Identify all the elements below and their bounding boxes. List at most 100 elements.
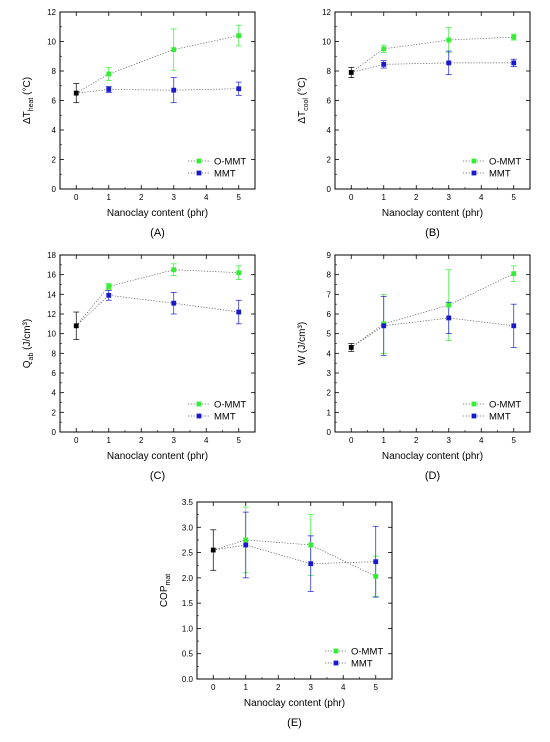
chart-svg: 0 1 2 3 4 5 0 1 2 3 4 5 6 7 8 9 Nanoclay content (phr) W … bbox=[297, 251, 531, 482]
x-tick-label: 5 bbox=[237, 193, 242, 202]
o-mmt-point bbox=[511, 34, 517, 40]
mmt-series-line bbox=[76, 88, 239, 94]
y-tick-label: 0.5 bbox=[182, 650, 194, 659]
x-tick-label: 3 bbox=[172, 436, 177, 445]
y-axis-label: ΔTcool (°C) bbox=[297, 77, 310, 123]
y-tick-label: 16 bbox=[47, 271, 56, 280]
panel-label: (C) bbox=[150, 470, 165, 482]
o-mmt-series-line bbox=[213, 539, 376, 577]
o-mmt-point bbox=[511, 271, 517, 277]
y-tick-label: 10 bbox=[47, 38, 56, 47]
y-tick-label: 10 bbox=[322, 38, 331, 47]
y-tick-label: 12 bbox=[47, 8, 56, 17]
y-tick-label: 2 bbox=[52, 156, 57, 165]
y-tick-label: 4 bbox=[52, 126, 57, 135]
x-tick-label: 5 bbox=[512, 436, 517, 445]
y-axis-label: COPmat bbox=[159, 574, 172, 607]
legend-label-o-mmt: O-MMT bbox=[489, 157, 521, 168]
o-mmt-point bbox=[446, 302, 452, 308]
y-tick-label: 2.0 bbox=[182, 574, 194, 583]
y-tick-label: 3.0 bbox=[182, 523, 194, 532]
o-mmt-point bbox=[106, 284, 112, 289]
x-tick-label: 5 bbox=[237, 436, 242, 445]
legend-label-o-mmt: O-MMT bbox=[214, 400, 246, 411]
y-tick-label: 0 bbox=[327, 428, 332, 437]
legend-label-o-mmt: O-MMT bbox=[351, 647, 383, 658]
y-tick-label: 12 bbox=[322, 8, 331, 17]
x-tick-label: 1 bbox=[382, 436, 387, 445]
y-tick-label: 6 bbox=[327, 97, 332, 106]
x-tick-label: 4 bbox=[204, 436, 209, 445]
mmt-point bbox=[511, 60, 517, 66]
y-tick-label: 1.0 bbox=[182, 624, 194, 633]
control-point bbox=[73, 90, 79, 96]
x-tick-label: 1 bbox=[244, 683, 249, 692]
o-mmt-point bbox=[373, 573, 379, 579]
mmt-series-line bbox=[351, 62, 514, 73]
x-tick-label: 0 bbox=[74, 193, 79, 202]
x-tick-label: 4 bbox=[479, 193, 484, 202]
x-tick-label: 5 bbox=[512, 193, 517, 202]
y-tick-label: 0 bbox=[52, 428, 57, 437]
x-tick-label: 0 bbox=[349, 193, 354, 202]
mmt-point bbox=[236, 86, 242, 92]
legend-label-o-mmt: O-MMT bbox=[489, 400, 521, 411]
y-tick-label: 0.0 bbox=[182, 675, 194, 684]
y-tick-label: 14 bbox=[47, 290, 56, 299]
y-tick-label: 0 bbox=[327, 185, 332, 194]
legend-marker-o-mmt bbox=[471, 158, 477, 164]
x-tick-label: 2 bbox=[276, 683, 281, 692]
y-tick-label: 12 bbox=[47, 310, 56, 319]
y-tick-label: 0 bbox=[52, 185, 57, 194]
x-tick-label: 1 bbox=[382, 193, 387, 202]
legend-marker-o-mmt bbox=[333, 648, 339, 654]
x-tick-label: 2 bbox=[414, 436, 419, 445]
control-point bbox=[348, 70, 354, 75]
mmt-point bbox=[373, 559, 379, 565]
y-tick-label: 2 bbox=[327, 156, 332, 165]
o-mmt-point bbox=[236, 33, 242, 38]
o-mmt-point bbox=[171, 47, 177, 53]
y-tick-label: 8 bbox=[52, 349, 57, 358]
x-tick-label: 2 bbox=[414, 193, 419, 202]
y-tick-label: 6 bbox=[52, 369, 57, 378]
x-tick-label: 2 bbox=[139, 436, 144, 445]
chart-panel-d: 0 1 2 3 4 5 0 1 2 3 4 5 6 7 8 9 Nanoclay content (phr) W … bbox=[275, 243, 550, 489]
y-axis-label: ΔTheat (°C) bbox=[22, 77, 35, 124]
o-mmt-point bbox=[308, 542, 314, 548]
y-axis-label: Qab (J/cm³) bbox=[22, 319, 35, 368]
control-point bbox=[348, 345, 354, 350]
chart-panel-b: 0 1 2 3 4 5 0 2 4 6 8 10 12 Nanoclay content (phr) ΔTc… bbox=[275, 0, 550, 246]
x-tick-label: 4 bbox=[204, 193, 209, 202]
x-tick-label: 0 bbox=[349, 436, 354, 445]
x-tick-label: 3 bbox=[447, 436, 452, 445]
o-mmt-point bbox=[243, 537, 249, 543]
mmt-point bbox=[381, 61, 387, 67]
chart-svg: 0 1 2 3 4 5 0.0 0.5 1.0 1.5 2.0 2.5 3.0 3.5 Nanoclay c… bbox=[159, 498, 393, 729]
y-tick-label: 10 bbox=[47, 330, 56, 339]
control-point bbox=[210, 547, 216, 553]
y-tick-label: 3.5 bbox=[182, 498, 194, 507]
y-tick-label: 9 bbox=[327, 251, 332, 260]
y-tick-label: 2 bbox=[327, 389, 332, 398]
o-mmt-point bbox=[106, 71, 112, 77]
y-tick-label: 4 bbox=[52, 389, 57, 398]
chart-panel-e: 0 1 2 3 4 5 0.0 0.5 1.0 1.5 2.0 2.5 3.0 3.5 Nanoclay c… bbox=[137, 490, 412, 736]
mmt-series-line bbox=[76, 294, 239, 327]
legend-marker-mmt bbox=[196, 170, 202, 176]
mmt-point bbox=[511, 323, 517, 329]
x-tick-label: 0 bbox=[211, 683, 216, 692]
mmt-series-line bbox=[213, 544, 376, 565]
x-tick-label: 1 bbox=[107, 436, 112, 445]
x-axis-label: Nanoclay content (phr) bbox=[107, 451, 208, 462]
x-tick-label: 1 bbox=[107, 193, 112, 202]
y-tick-label: 5 bbox=[327, 330, 332, 339]
x-tick-label: 0 bbox=[74, 436, 79, 445]
control-point bbox=[73, 323, 79, 329]
legend-label-mmt: MMT bbox=[214, 169, 236, 180]
y-axis-label: W (J/cm³) bbox=[297, 322, 308, 365]
legend-label-mmt: MMT bbox=[351, 659, 373, 670]
y-tick-label: 1.5 bbox=[182, 599, 194, 608]
mmt-point bbox=[243, 542, 249, 548]
